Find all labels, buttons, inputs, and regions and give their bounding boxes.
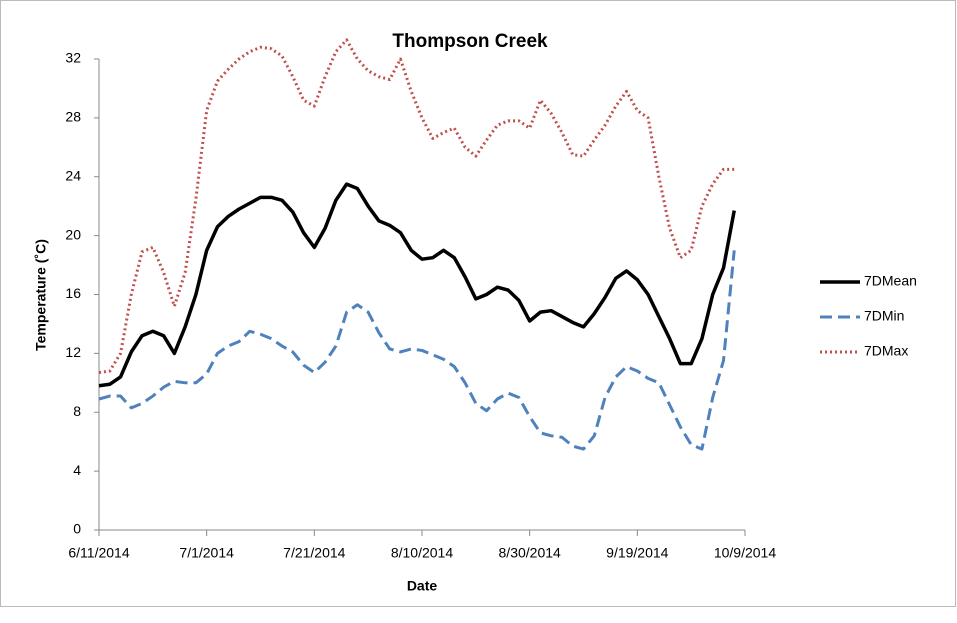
y-tick-label: 4 — [73, 462, 81, 478]
y-tick-label: 12 — [65, 344, 81, 360]
chart-title: Thompson Creek — [392, 31, 548, 52]
x-tick-label: 7/1/2014 — [179, 545, 234, 561]
x-tick-label: 8/30/2014 — [499, 545, 561, 561]
legend-label: 7DMean — [864, 273, 917, 289]
data-line — [98, 182, 736, 388]
y-axis-title: Temperature (˚C) — [33, 239, 49, 351]
x-tick-label: 9/19/2014 — [606, 545, 668, 561]
legend-label: 7DMin — [864, 308, 904, 324]
x-axis-title: Date — [407, 578, 438, 594]
y-tick-label: 16 — [65, 285, 81, 301]
y-tick-label: 28 — [65, 109, 81, 125]
y-tick-label: 20 — [65, 226, 81, 242]
chart-border — [0, 0, 956, 607]
x-tick-label: 8/10/2014 — [391, 545, 453, 561]
y-tick-label: 8 — [73, 403, 81, 419]
legend-label: 7DMax — [864, 343, 908, 359]
x-tick-label: 6/11/2014 — [68, 545, 129, 561]
x-tick-label: 10/9/2014 — [714, 545, 776, 561]
y-tick-label: 24 — [65, 167, 81, 183]
x-tick-label: 7/21/2014 — [283, 545, 345, 561]
y-tick-label: 0 — [73, 521, 81, 537]
y-tick-label: 32 — [65, 50, 81, 66]
